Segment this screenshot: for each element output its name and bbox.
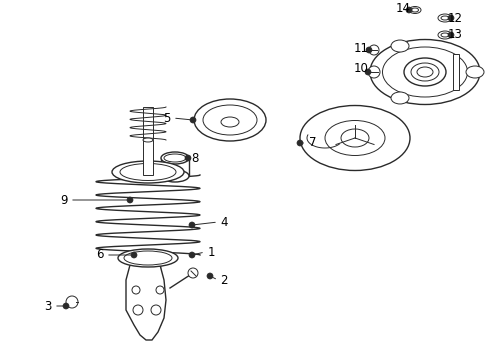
Circle shape bbox=[447, 15, 453, 21]
Ellipse shape bbox=[112, 161, 183, 183]
Text: 11: 11 bbox=[353, 41, 368, 54]
Ellipse shape bbox=[142, 138, 153, 142]
Ellipse shape bbox=[437, 31, 451, 39]
Circle shape bbox=[66, 296, 78, 308]
Ellipse shape bbox=[161, 170, 189, 182]
Circle shape bbox=[127, 197, 133, 203]
Circle shape bbox=[405, 7, 411, 13]
Circle shape bbox=[133, 305, 142, 315]
Bar bbox=[136, 265, 160, 325]
Text: 9: 9 bbox=[60, 194, 67, 207]
Ellipse shape bbox=[163, 154, 185, 162]
Circle shape bbox=[447, 32, 453, 38]
Circle shape bbox=[367, 66, 379, 78]
Circle shape bbox=[364, 69, 370, 75]
Text: 6: 6 bbox=[96, 248, 103, 261]
Text: 2: 2 bbox=[220, 274, 227, 287]
Circle shape bbox=[365, 47, 371, 53]
Circle shape bbox=[190, 117, 196, 123]
Ellipse shape bbox=[403, 58, 445, 86]
Ellipse shape bbox=[440, 16, 448, 20]
Circle shape bbox=[184, 155, 191, 161]
Ellipse shape bbox=[408, 6, 420, 13]
Ellipse shape bbox=[120, 163, 176, 180]
Ellipse shape bbox=[325, 121, 384, 156]
Ellipse shape bbox=[203, 105, 257, 135]
Bar bbox=[161, 158, 189, 176]
Bar bbox=[142, 140, 153, 175]
Circle shape bbox=[156, 286, 163, 294]
Circle shape bbox=[131, 252, 137, 258]
Ellipse shape bbox=[410, 63, 438, 81]
Ellipse shape bbox=[465, 66, 483, 78]
Text: 12: 12 bbox=[447, 12, 462, 24]
Circle shape bbox=[189, 252, 195, 258]
Circle shape bbox=[368, 45, 378, 55]
Bar bbox=[142, 107, 153, 139]
Text: 5: 5 bbox=[163, 112, 170, 125]
Circle shape bbox=[187, 268, 198, 278]
Ellipse shape bbox=[382, 47, 467, 97]
Text: 4: 4 bbox=[220, 216, 227, 229]
Circle shape bbox=[151, 305, 161, 315]
Ellipse shape bbox=[437, 14, 451, 22]
Text: 1: 1 bbox=[207, 246, 215, 258]
Circle shape bbox=[189, 222, 195, 228]
Circle shape bbox=[206, 273, 213, 279]
Ellipse shape bbox=[161, 152, 189, 164]
Text: 14: 14 bbox=[395, 1, 410, 14]
Ellipse shape bbox=[390, 92, 408, 104]
Ellipse shape bbox=[118, 249, 178, 267]
Text: 10: 10 bbox=[353, 62, 368, 75]
Ellipse shape bbox=[411, 8, 418, 12]
Text: 3: 3 bbox=[44, 300, 51, 312]
Ellipse shape bbox=[124, 251, 172, 265]
Ellipse shape bbox=[369, 40, 479, 104]
Circle shape bbox=[296, 140, 303, 146]
Ellipse shape bbox=[221, 117, 239, 127]
Ellipse shape bbox=[340, 129, 368, 147]
Ellipse shape bbox=[440, 33, 448, 37]
Circle shape bbox=[63, 303, 69, 309]
Text: 7: 7 bbox=[308, 136, 315, 149]
Ellipse shape bbox=[416, 67, 432, 77]
Ellipse shape bbox=[194, 99, 265, 141]
Ellipse shape bbox=[390, 40, 408, 52]
Bar bbox=[452, 54, 458, 90]
Polygon shape bbox=[126, 265, 165, 340]
Text: 8: 8 bbox=[191, 152, 199, 165]
Ellipse shape bbox=[299, 105, 409, 171]
Circle shape bbox=[132, 286, 140, 294]
Text: 13: 13 bbox=[447, 28, 462, 41]
